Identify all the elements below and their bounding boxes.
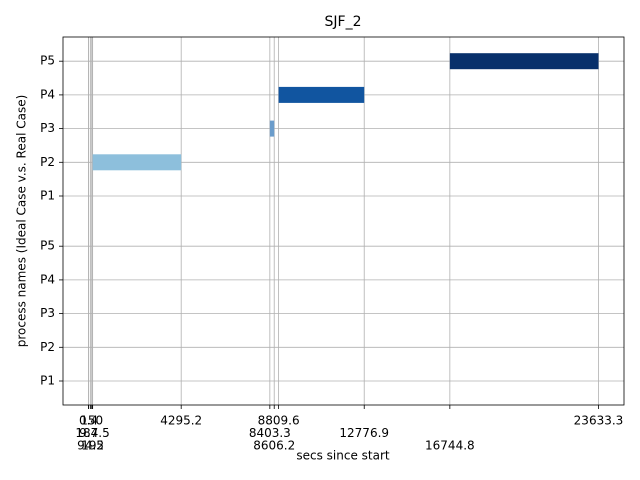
y-tick-label: P5 [40, 239, 55, 253]
x-tick-label: 23633.3 [574, 414, 624, 428]
axes-frame [62, 36, 625, 406]
x-tick-label: 12776.9 [339, 426, 389, 440]
y-tick-label: P1 [40, 189, 55, 203]
x-tick-label: 150 [80, 414, 103, 428]
y-tick-label: P5 [40, 54, 55, 68]
y-tick-label: P3 [40, 121, 55, 135]
x-axis-label: secs since start [296, 449, 390, 463]
x-tick-label: 192 [81, 439, 104, 453]
chart-title: SJF_2 [325, 14, 362, 30]
x-tick-label: 94.5 [77, 439, 104, 453]
y-tick-label: P2 [40, 340, 55, 354]
bar [269, 120, 275, 137]
y-tick-label: P3 [40, 306, 55, 320]
bar [278, 86, 365, 103]
y-tick-label: P1 [40, 374, 55, 388]
x-tick-label: 187.5 [75, 426, 109, 440]
y-tick-label: P4 [40, 272, 55, 286]
y-axis-label: process names (Ideal Case v.s. Real Case… [15, 95, 29, 348]
x-tick-label: 0.4 [79, 414, 98, 428]
x-tick-label: 4295.2 [160, 414, 202, 428]
bar [92, 154, 182, 171]
y-tick-label: P2 [40, 155, 55, 169]
x-tick-label: 8606.2 [253, 439, 295, 453]
bar [449, 53, 599, 70]
x-tick-label: 8403.3 [249, 426, 291, 440]
x-tick-label: 16744.8 [425, 439, 475, 453]
y-tick-label: P4 [40, 87, 55, 101]
x-tick-label: 8809.6 [258, 414, 300, 428]
x-tick-label: 9.4 [79, 426, 98, 440]
